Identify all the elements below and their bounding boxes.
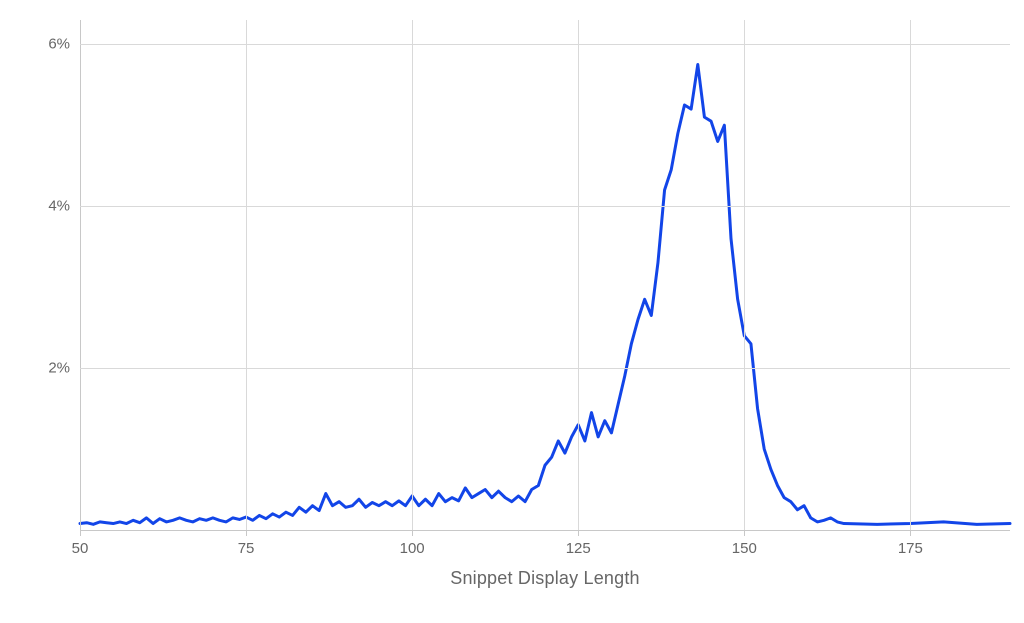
x-tick-label: 100 [400,540,425,557]
x-tick-mark [578,530,579,536]
x-tick-label: 175 [898,540,923,557]
gridline-horizontal [80,44,1010,45]
data-line [80,65,1010,525]
y-tick-label: 2% [48,360,70,377]
gridline-horizontal [80,206,1010,207]
gridline-horizontal [80,368,1010,369]
gridline-vertical [744,20,745,530]
gridline-vertical [246,20,247,530]
plot-area: Occurrence Snippet Display Length 507510… [80,20,1010,530]
y-axis-line [80,20,81,530]
x-tick-label: 125 [566,540,591,557]
gridline-vertical [578,20,579,530]
gridline-vertical [910,20,911,530]
y-tick-label: 4% [48,198,70,215]
x-tick-label: 150 [732,540,757,557]
x-tick-mark [744,530,745,536]
x-tick-mark [246,530,247,536]
gridline-vertical [412,20,413,530]
line-series [80,20,1010,530]
x-tick-label: 50 [72,540,89,557]
y-axis-label: Occurrence [0,227,3,322]
x-tick-label: 75 [238,540,255,557]
x-tick-mark [412,530,413,536]
chart-container: Occurrence Snippet Display Length 50 75 10… [0,0,1024,623]
x-tick-mark [910,530,911,536]
x-axis-line [80,530,1010,531]
x-axis-label: Snippet Display Length [450,568,640,589]
y-tick-label: 6% [48,36,70,53]
x-tick-mark [80,530,81,536]
